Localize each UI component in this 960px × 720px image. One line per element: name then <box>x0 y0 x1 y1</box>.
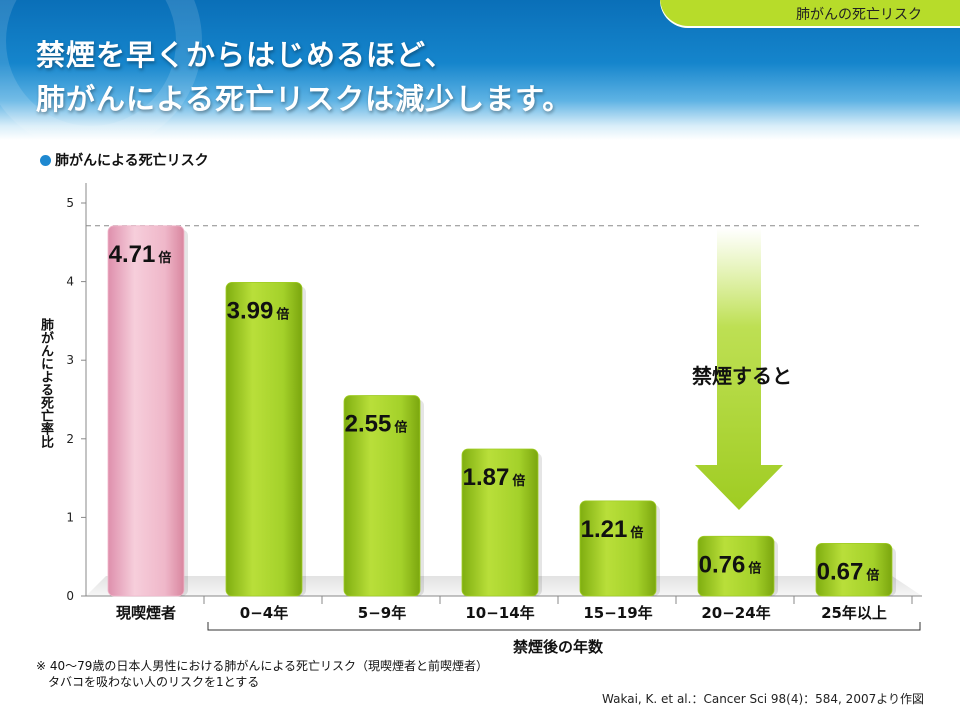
x-category-label: 現喫煙者 <box>116 604 176 622</box>
bar-value-unit: 倍 <box>512 473 525 488</box>
x-category-label: 15−19年 <box>583 604 652 622</box>
bar-value-number: 4.71 <box>109 241 156 268</box>
bar-value-unit: 倍 <box>748 560 761 575</box>
bar-value-label: 3.99 倍 <box>227 297 290 324</box>
slide-title-line-2: 肺がんによる死亡リスクは減少します。 <box>36 82 573 116</box>
x-category-label: 5−9年 <box>358 604 406 622</box>
bar-value-label: 2.55 倍 <box>345 411 408 438</box>
bar <box>343 395 421 597</box>
bar-value-unit: 倍 <box>394 420 407 435</box>
y-tick-label: 5 <box>66 196 74 210</box>
bar-value-unit: 倍 <box>276 306 289 321</box>
x-group-bracket <box>207 622 921 631</box>
bar-value-number: 0.67 <box>817 558 864 585</box>
header-banner: 肺がんの死亡リスク 禁煙を早くからはじめるほど、 肺がんによる死亡リスクは減少し… <box>0 0 960 152</box>
x-category-label: 20−24年 <box>701 604 770 622</box>
x-category-label: 0−4年 <box>240 604 288 622</box>
x-category-label: 10−14年 <box>465 604 534 622</box>
bar-value-number: 1.87 <box>463 464 510 491</box>
down-arrow-icon <box>695 228 783 510</box>
section-tag: 肺がんの死亡リスク <box>660 0 960 28</box>
bar-value-unit: 倍 <box>630 525 643 540</box>
bar <box>225 281 303 597</box>
y-axis-label: 肺がんによる死亡率比 <box>38 318 53 448</box>
bar-value-label: 0.67 倍 <box>817 558 880 585</box>
bar <box>697 535 775 597</box>
bar-value-number: 1.21 <box>581 516 628 543</box>
footnote-line-1: ※ 40〜79歳の日本人男性における肺がんによる死亡リスク（現喫煙者と前喫煙者） <box>36 659 489 673</box>
source-citation: Wakai, K. et al.：Cancer Sci 98(4)：584, 2… <box>602 692 924 706</box>
section-tag-label: 肺がんの死亡リスク <box>796 7 922 23</box>
bar-value-unit: 倍 <box>158 250 171 265</box>
bar <box>579 500 657 597</box>
bar-value-number: 0.76 <box>699 551 746 578</box>
bar <box>107 225 185 597</box>
slide-title-line-1: 禁煙を早くからはじめるほど、 <box>36 38 455 72</box>
bar <box>815 542 893 597</box>
bar-value-number: 3.99 <box>227 297 274 324</box>
bar-value-unit: 倍 <box>866 567 879 582</box>
y-tick-label: 4 <box>66 275 74 289</box>
x-category-label: 25年以上 <box>821 604 887 622</box>
bar-value-label: 1.21 倍 <box>581 516 644 543</box>
chart-annotation: 禁煙すると <box>692 364 792 388</box>
bar <box>461 448 539 597</box>
bar-value-label: 1.87 倍 <box>463 464 526 491</box>
footnote: ※ 40〜79歳の日本人男性における肺がんによる死亡リスク（現喫煙者と前喫煙者）… <box>36 658 488 690</box>
y-tick-label: 3 <box>66 353 74 367</box>
y-tick-label: 2 <box>66 432 74 446</box>
chart-legend: 肺がんによる死亡リスク <box>40 150 209 170</box>
y-tick-label: 0 <box>66 589 74 603</box>
chart-title: 肺がんによる死亡リスク <box>55 153 209 169</box>
legend-dot-icon <box>40 155 51 166</box>
y-tick-label: 1 <box>66 510 74 524</box>
x-axis-title: 禁煙後の年数 <box>513 638 604 656</box>
bar-value-label: 0.76 倍 <box>699 551 762 578</box>
footnote-line-2: タバコを吸わない人のリスクを1とする <box>48 675 260 689</box>
bar-value-label: 4.71 倍 <box>109 241 172 268</box>
bar-value-number: 2.55 <box>345 411 392 438</box>
